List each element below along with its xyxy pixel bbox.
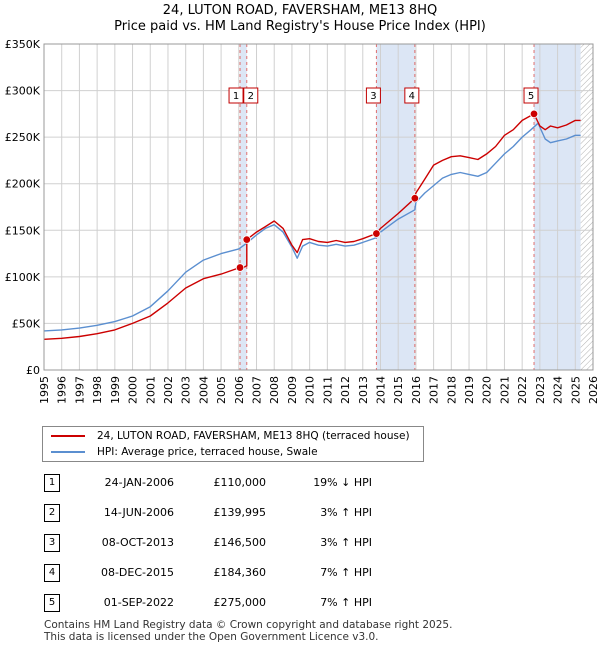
x-tick-label: 2004 <box>197 376 210 404</box>
legend-label-hpi: HPI: Average price, terraced house, Swal… <box>97 446 318 458</box>
x-tick-label: 1995 <box>38 376 51 404</box>
sale-marker <box>242 235 251 244</box>
shaded-span <box>240 44 247 370</box>
y-tick-label: £250K <box>5 131 41 144</box>
transaction-number: 2 <box>44 504 60 522</box>
x-tick-label: 2019 <box>463 376 476 404</box>
x-tick-label: 2002 <box>162 376 175 404</box>
marker-label: 1 <box>233 91 239 102</box>
marker-label-box <box>404 87 420 104</box>
x-tick-label: 2008 <box>268 376 281 404</box>
transaction-number: 3 <box>44 534 60 552</box>
transaction-hpi: 7% ↑ HPI <box>320 566 372 579</box>
x-tick-label: 2003 <box>180 376 193 404</box>
y-tick-label: £350K <box>5 38 41 51</box>
transaction-price: £275,000 <box>213 596 267 609</box>
transaction-date: 24-JAN-2006 <box>104 476 174 489</box>
legend-item-hpi: HPI: Average price, terraced house, Swal… <box>51 446 318 458</box>
y-tick-label: £50K <box>12 317 41 330</box>
marker-label: 2 <box>248 91 254 102</box>
footer: Contains HM Land Registry data © Crown c… <box>44 619 452 643</box>
x-tick-label: 1997 <box>73 376 86 404</box>
x-tick-label: 2013 <box>357 376 370 404</box>
legend-swatch-property <box>51 435 85 437</box>
property-price-line <box>43 113 581 340</box>
x-tick-label: 2000 <box>127 376 140 404</box>
x-tick-label: 1999 <box>109 376 122 404</box>
sale-marker <box>235 263 245 272</box>
x-tick-label: 2015 <box>392 376 405 404</box>
transaction-price: £139,995 <box>213 506 267 519</box>
x-tick-label: 2009 <box>286 376 299 404</box>
marker-label-box <box>228 87 244 104</box>
sale-marker <box>372 229 381 238</box>
transaction-price: £110,000 <box>213 476 267 489</box>
plot-frame <box>43 43 594 371</box>
legend-swatch-hpi <box>51 451 85 453</box>
marker-label: 5 <box>528 91 534 102</box>
legend: 24, LUTON ROAD, FAVERSHAM, ME13 8HQ (ter… <box>42 426 424 462</box>
x-tick-label: 2010 <box>304 376 317 404</box>
y-tick-label: £300K <box>5 85 41 98</box>
x-tick-label: 2023 <box>534 376 547 404</box>
transaction-date: 08-DEC-2015 <box>100 566 174 579</box>
transaction-date: 01-SEP-2022 <box>103 596 174 609</box>
x-tick-label: 2020 <box>481 376 494 404</box>
transaction-number: 4 <box>44 564 60 582</box>
footer-licence: This data is licensed under the Open Gov… <box>44 631 379 643</box>
marker-label: 4 <box>409 91 415 102</box>
transaction-number: 1 <box>44 474 60 492</box>
x-tick-label: 2021 <box>498 376 511 404</box>
sale-marker <box>529 109 539 119</box>
legend-item-property: 24, LUTON ROAD, FAVERSHAM, ME13 8HQ (ter… <box>51 430 410 442</box>
x-tick-label: 1996 <box>56 376 69 404</box>
x-tick-label: 2001 <box>144 376 157 404</box>
chart-title-line2: Price paid vs. HM Land Registry's House … <box>114 19 486 34</box>
x-tick-label: 2016 <box>410 376 423 404</box>
x-tick-label: 2011 <box>321 376 334 404</box>
x-tick-label: 2007 <box>251 376 264 404</box>
hpi-line <box>43 122 581 332</box>
x-tick-label: 2025 <box>569 376 582 404</box>
x-tick-label: 2014 <box>374 376 387 404</box>
legend-label-property: 24, LUTON ROAD, FAVERSHAM, ME13 8HQ (ter… <box>97 430 410 442</box>
chart-title-line1: 24, LUTON ROAD, FAVERSHAM, ME13 8HQ <box>162 3 438 18</box>
transaction-hpi: 3% ↑ HPI <box>320 536 372 549</box>
sale-marker <box>410 194 420 203</box>
transaction-hpi: 3% ↑ HPI <box>320 506 372 519</box>
marker-label-box <box>523 87 539 104</box>
x-tick-label: 2012 <box>339 376 352 404</box>
transaction-date: 14-JUN-2006 <box>103 506 174 519</box>
marker-label: 3 <box>370 91 376 102</box>
footer-copyright: Contains HM Land Registry data © Crown c… <box>44 619 453 631</box>
y-tick-label: £150K <box>5 224 41 237</box>
x-tick-label: 2026 <box>587 376 600 404</box>
transaction-date: 08-OCT-2013 <box>101 536 174 549</box>
y-tick-label: £0 <box>26 364 40 377</box>
x-tick-label: 2022 <box>516 376 529 404</box>
marker-label-box <box>243 87 259 104</box>
transaction-hpi: 7% ↑ HPI <box>320 596 372 609</box>
transaction-number: 5 <box>44 594 60 612</box>
y-tick-label: £100K <box>5 271 41 284</box>
x-tick-label: 2017 <box>428 376 441 404</box>
transaction-hpi: 19% ↓ HPI <box>313 476 372 489</box>
x-tick-label: 2005 <box>215 376 228 404</box>
transaction-price: £146,500 <box>213 536 267 549</box>
marker-label-box <box>365 87 381 104</box>
forecast-hatch <box>580 44 593 370</box>
x-tick-label: 2018 <box>445 376 458 404</box>
y-tick-label: £200K <box>5 178 41 191</box>
x-tick-label: 2024 <box>552 376 565 404</box>
x-tick-label: 2006 <box>233 376 246 404</box>
transaction-price: £184,360 <box>213 566 267 579</box>
x-tick-label: 1998 <box>91 376 104 404</box>
